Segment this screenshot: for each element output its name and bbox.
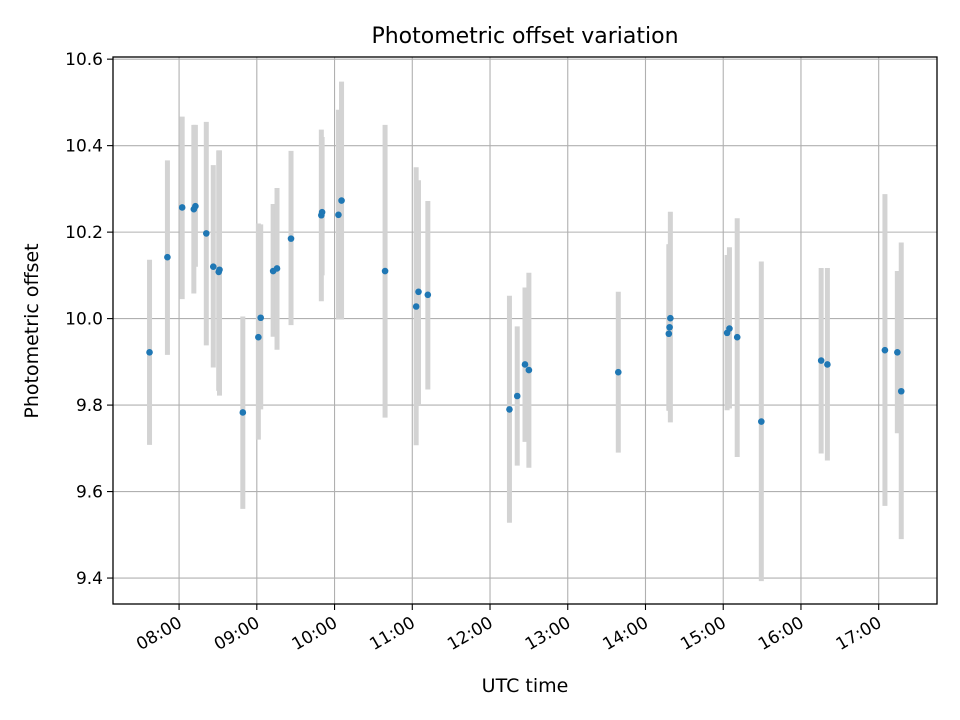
x-tick-label: 11:00 xyxy=(366,613,418,655)
data-point xyxy=(424,291,432,299)
y-tick-label: 9.6 xyxy=(76,483,103,503)
data-point xyxy=(381,267,389,275)
data-point xyxy=(202,230,210,237)
data-point xyxy=(415,288,422,296)
data-point xyxy=(178,204,186,211)
y-tick-label: 9.4 xyxy=(76,569,103,589)
data-point xyxy=(665,330,673,338)
data-point xyxy=(338,197,345,204)
x-tick-label: 15:00 xyxy=(677,613,729,655)
data-point xyxy=(817,357,825,364)
data-point xyxy=(758,418,765,425)
x-tick-label: 09:00 xyxy=(211,613,263,655)
data-point xyxy=(287,235,295,242)
data-point xyxy=(881,346,889,354)
data-point xyxy=(506,406,513,413)
x-axis-ticks: 08:00 09:00 10:00 11:00 12:00 13:00 14:00 15:00… xyxy=(133,604,885,655)
data-point xyxy=(209,263,217,271)
data-point xyxy=(239,409,247,416)
data-point xyxy=(192,202,199,210)
data-point xyxy=(897,387,905,395)
data-point xyxy=(412,303,420,310)
x-tick-label: 12:00 xyxy=(444,613,496,655)
x-tick-label: 16:00 xyxy=(755,613,807,655)
y-axis-ticks: 9.4 9.6 9.8 10.0 10.2 10.4 10.6 xyxy=(65,50,113,589)
data-point xyxy=(666,323,673,331)
data-point xyxy=(614,368,622,376)
y-tick-label: 10.0 xyxy=(65,310,103,330)
x-tick-label: 14:00 xyxy=(600,613,652,655)
x-tick-label: 10:00 xyxy=(289,613,341,655)
x-axis-label: UTC time xyxy=(482,675,569,697)
plot-area-frame xyxy=(112,56,938,605)
data-point xyxy=(733,333,741,341)
data-point xyxy=(273,265,281,272)
data-points xyxy=(146,197,905,425)
data-point xyxy=(164,253,171,261)
data-point xyxy=(525,366,533,374)
x-tick-label: 13:00 xyxy=(522,613,574,655)
data-point xyxy=(726,325,733,332)
y-tick-label: 9.8 xyxy=(76,396,103,416)
data-point xyxy=(255,333,262,341)
y-tick-label: 10.4 xyxy=(65,137,103,157)
error-bars xyxy=(147,81,904,582)
data-point xyxy=(318,208,326,216)
y-axis-label: Photometric offset xyxy=(21,243,43,418)
x-tick-label: 17:00 xyxy=(833,613,885,655)
data-point xyxy=(216,266,223,274)
chart-title: Photometric offset variation xyxy=(371,24,678,49)
x-tick-label: 08:00 xyxy=(133,613,185,655)
grid-lines xyxy=(113,57,937,604)
data-point xyxy=(146,349,153,356)
y-tick-label: 10.2 xyxy=(65,223,103,243)
data-point xyxy=(667,314,674,322)
y-tick-label: 10.6 xyxy=(65,50,103,70)
data-point xyxy=(513,392,521,400)
data-point xyxy=(257,314,264,322)
data-point xyxy=(521,361,529,368)
data-point xyxy=(335,211,342,219)
data-point xyxy=(894,349,901,356)
data-point xyxy=(824,361,831,368)
